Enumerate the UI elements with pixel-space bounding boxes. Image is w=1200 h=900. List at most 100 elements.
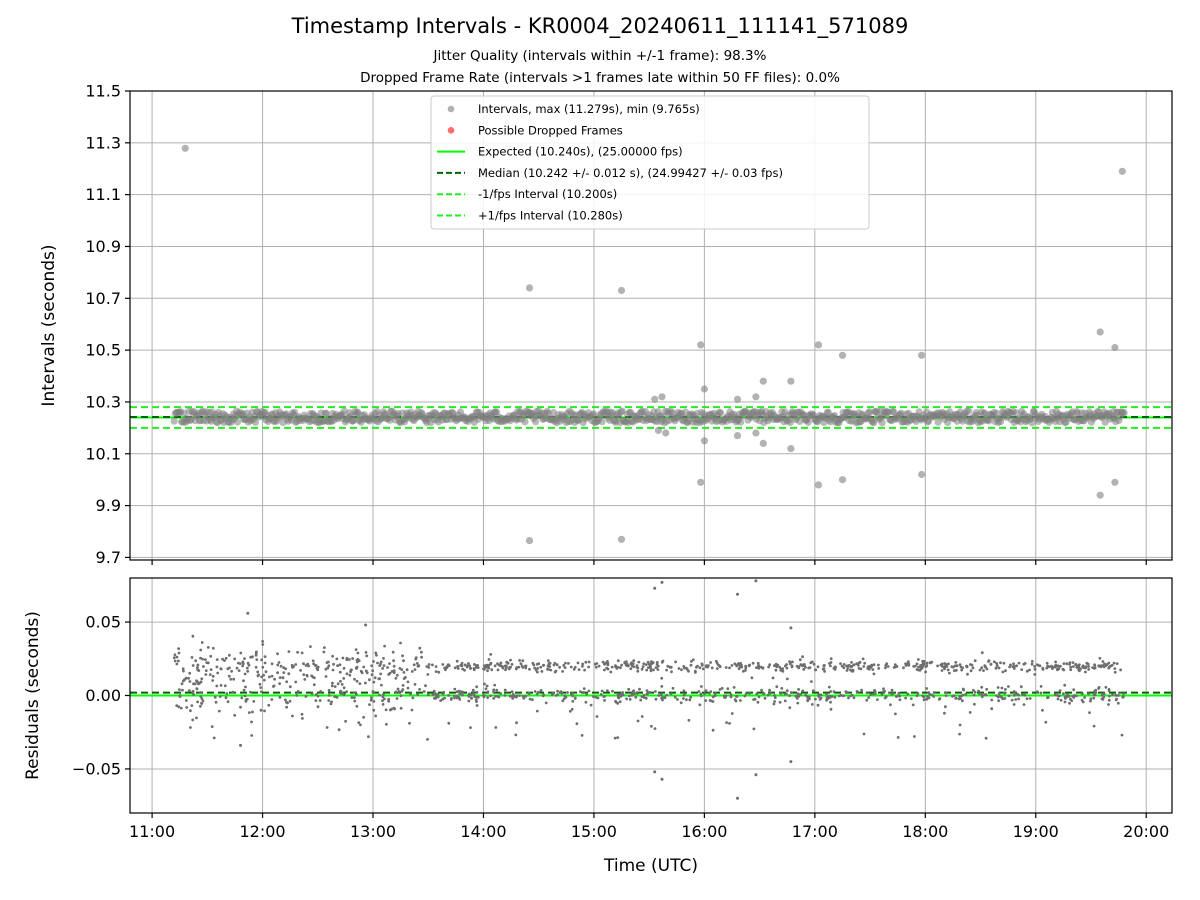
- residual-point: [470, 696, 473, 700]
- residual-point: [375, 653, 378, 657]
- residual-point: [524, 666, 528, 670]
- residual-point: [839, 662, 842, 665]
- residual-point: [370, 664, 374, 668]
- residual-point: [862, 732, 866, 736]
- residual-point: [353, 696, 356, 700]
- residual-point: [475, 700, 478, 703]
- residual-point: [829, 707, 833, 711]
- residual-point: [699, 694, 703, 698]
- residual-point: [418, 646, 422, 650]
- residual-point: [204, 669, 208, 672]
- residual-point: [539, 665, 543, 669]
- residual-point: [927, 691, 930, 694]
- residual-point: [270, 674, 274, 678]
- residual-point: [663, 696, 667, 700]
- residual-point: [278, 696, 282, 699]
- residual-point: [546, 664, 550, 668]
- residual-point: [333, 685, 337, 688]
- residual-point: [394, 690, 398, 694]
- residual-point: [645, 668, 649, 672]
- residual-point: [948, 671, 951, 675]
- residual-point: [211, 674, 215, 678]
- residual-point: [757, 664, 760, 667]
- residual-point: [800, 663, 803, 667]
- residual-point: [199, 648, 203, 652]
- residual-point: [192, 682, 195, 686]
- residual-point: [665, 693, 669, 697]
- residual-point: [890, 688, 894, 692]
- residual-point: [410, 708, 414, 712]
- residual-point: [1062, 662, 1066, 665]
- residual-point: [915, 668, 919, 671]
- residual-point: [646, 660, 650, 664]
- residual-point: [936, 664, 939, 668]
- interval-outlier-point: [733, 432, 742, 440]
- x-tick-label: 11:00: [129, 822, 175, 841]
- residual-point: [209, 668, 213, 671]
- residual-point: [1056, 668, 1059, 672]
- residual-point: [895, 665, 899, 668]
- residual-point: [530, 698, 534, 702]
- residual-point: [436, 693, 440, 696]
- residual-point: [863, 661, 867, 665]
- residual-point: [744, 669, 747, 672]
- residual-point: [958, 723, 962, 727]
- residual-point: [1033, 673, 1037, 676]
- residual-point: [456, 667, 460, 670]
- residual-point: [856, 663, 860, 667]
- residual-point: [995, 694, 998, 697]
- residual-point: [862, 665, 866, 668]
- residual-point: [841, 694, 845, 698]
- residual-point: [983, 665, 987, 669]
- residual-point: [924, 670, 927, 674]
- residual-point: [876, 698, 879, 701]
- intervals-y-tick-label: 10.7: [85, 289, 121, 308]
- residual-point: [760, 688, 763, 692]
- residual-point: [724, 694, 728, 698]
- residual-point: [378, 664, 382, 667]
- legend-label: +1/fps Interval (10.280s): [478, 209, 623, 223]
- residual-point: [756, 661, 760, 665]
- residual-point: [546, 659, 550, 663]
- residual-point: [316, 705, 320, 709]
- residual-point: [369, 698, 373, 702]
- residual-point: [386, 666, 389, 669]
- residual-point: [898, 698, 902, 702]
- residual-point: [797, 666, 801, 670]
- residual-point: [243, 672, 247, 676]
- residual-point: [1044, 720, 1048, 724]
- residual-point: [295, 694, 299, 697]
- interval-point: [521, 418, 529, 426]
- residual-point: [987, 659, 991, 662]
- residual-point: [804, 666, 807, 669]
- residual-point: [387, 697, 391, 701]
- residual-point: [288, 699, 292, 703]
- residual-point: [380, 683, 383, 687]
- residual-point: [1071, 661, 1075, 664]
- residual-point: [327, 688, 331, 692]
- residual-point: [921, 659, 925, 663]
- residual-point: [570, 707, 574, 711]
- residual-point: [912, 665, 916, 668]
- x-tick-label: 17:00: [792, 822, 838, 841]
- residual-point: [228, 653, 231, 657]
- residual-point: [199, 704, 202, 708]
- intervals-y-tick-label: 9.9: [96, 496, 121, 515]
- residual-point: [494, 695, 498, 698]
- residual-point: [388, 662, 391, 665]
- residual-point: [649, 669, 653, 673]
- residual-point: [310, 692, 314, 695]
- residual-point: [212, 736, 216, 740]
- residual-point: [924, 665, 928, 668]
- residual-point: [946, 668, 950, 672]
- residual-point: [778, 665, 782, 669]
- residual-point: [906, 692, 910, 696]
- residual-point: [475, 704, 479, 707]
- residual-point: [865, 691, 869, 695]
- residual-outlier-point: [660, 777, 664, 781]
- residual-outlier-point: [736, 796, 739, 800]
- residual-point: [960, 668, 964, 672]
- interval-outlier-point: [787, 445, 795, 453]
- residual-point: [1078, 669, 1081, 673]
- residual-point: [634, 695, 638, 699]
